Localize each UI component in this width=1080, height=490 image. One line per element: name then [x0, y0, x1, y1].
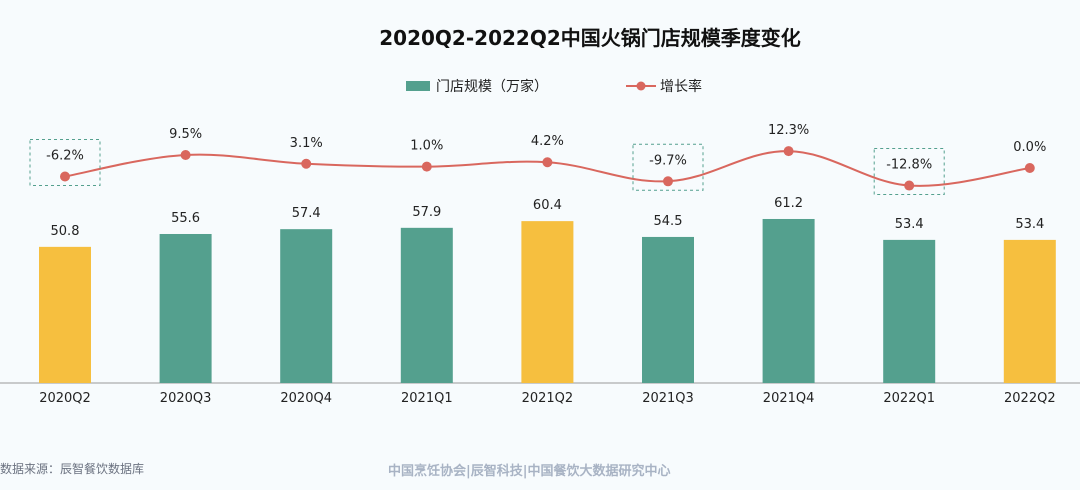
line-label: -6.2%	[46, 148, 84, 163]
line-point	[301, 158, 312, 169]
x-tick-label: 2020Q4	[280, 391, 332, 406]
line-label: 3.1%	[290, 136, 323, 151]
bar-label: 57.9	[412, 205, 441, 220]
highlight-box	[632, 143, 704, 191]
bar-label: 55.6	[171, 211, 200, 226]
line-point	[1024, 163, 1035, 173]
bar	[762, 218, 815, 383]
legend-label: 门店规模（万家）	[436, 79, 548, 95]
x-tick-label: 2021Q2	[522, 391, 574, 406]
legend-swatch	[406, 81, 430, 91]
chart-title: 2020Q2-2022Q2中国火锅门店规模季度变化	[379, 26, 801, 50]
bar-label: 54.5	[654, 214, 683, 229]
x-tick-label: 2021Q1	[401, 391, 453, 406]
x-tick-label: 2020Q2	[39, 391, 91, 406]
bar	[642, 236, 694, 383]
bar	[280, 229, 333, 383]
line-point	[60, 171, 70, 182]
line-point	[783, 146, 794, 157]
x-tick-label: 2021Q3	[642, 391, 694, 406]
line-point	[663, 176, 673, 187]
line-label: -9.7%	[649, 153, 687, 168]
bar-label: 50.8	[51, 224, 80, 239]
line-label: 9.5%	[169, 127, 202, 142]
line-label: 1.0%	[410, 139, 443, 154]
legend-line-icon	[626, 81, 656, 91]
x-tick-label: 2021Q4	[763, 391, 815, 406]
line-label: 0.0%	[1013, 140, 1046, 155]
legend-bar: 门店规模（万家）	[406, 76, 548, 96]
legend-line: 增长率	[626, 76, 702, 96]
chart: 50.8 2020Q2 55.6 2020Q3 57.4 2020Q4 57.9 2021Q1…	[0, 123, 1080, 406]
bar	[400, 227, 453, 383]
line-point	[421, 161, 432, 172]
bar-label: 53.4	[895, 217, 924, 232]
bar	[883, 239, 936, 383]
highlight-box	[29, 138, 101, 186]
x-tick-label: 2022Q1	[883, 391, 935, 406]
x-tick-label: 2020Q3	[160, 391, 212, 406]
bar-label: 61.2	[774, 196, 803, 211]
line-point	[904, 180, 915, 191]
data-source: 数据来源：辰智餐饮数据库	[0, 462, 145, 476]
bar	[159, 233, 212, 383]
line-point	[542, 157, 553, 168]
bar-label: 60.4	[533, 198, 562, 213]
bar-label: 53.4	[1015, 217, 1044, 232]
x-tick-label: 2022Q2	[1004, 391, 1056, 406]
legend-label: 增长率	[660, 79, 702, 95]
highlight-box	[873, 148, 945, 196]
bar-label: 57.4	[292, 206, 321, 221]
line-label: 4.2%	[531, 134, 564, 149]
bar	[1003, 239, 1056, 383]
line-label: -12.8%	[886, 158, 932, 173]
line-label: 12.3%	[768, 123, 809, 138]
line-point	[180, 149, 191, 160]
organizations: 中国烹饪协会|辰智科技|中国餐饮大数据研究中心	[388, 464, 671, 479]
growth-line	[64, 150, 1030, 187]
bar	[39, 246, 91, 383]
bar	[521, 221, 574, 383]
